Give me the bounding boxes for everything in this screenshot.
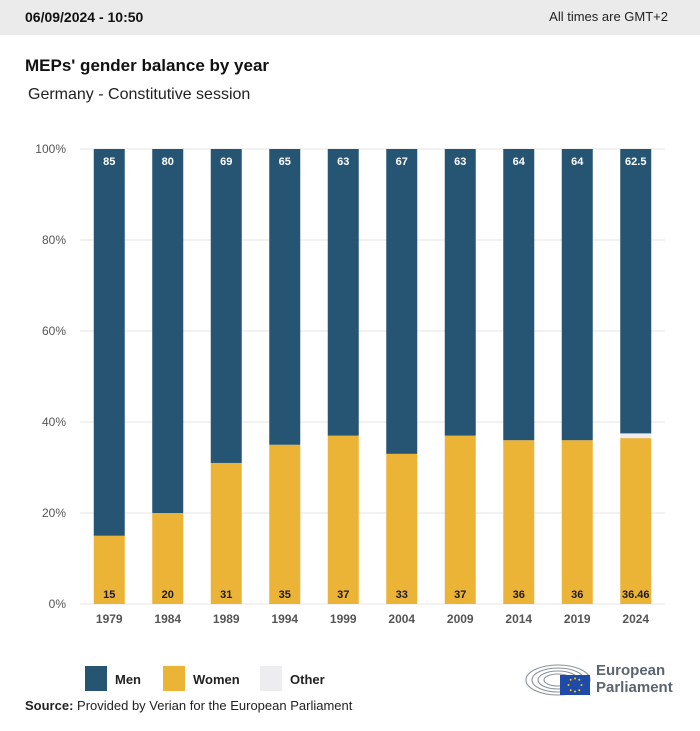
bar-other [620, 433, 652, 439]
bar-men [93, 149, 125, 536]
parliament-hemicycle-icon [525, 664, 591, 696]
legend-label-men: Men [115, 672, 141, 687]
x-tick-label: 1979 [96, 612, 123, 626]
data-label-men: 64 [571, 156, 584, 168]
bar-men [386, 149, 418, 454]
data-label-men: 62.5 [625, 156, 646, 168]
x-tick-label: 1989 [213, 612, 240, 626]
y-tick-label: 100% [35, 142, 66, 156]
datetime-label: 06/09/2024 - 10:50 [25, 9, 144, 25]
bar-women [561, 440, 593, 604]
chart-subtitle: Germany - Constitutive session [28, 86, 251, 103]
y-tick-label: 20% [42, 506, 66, 520]
y-tick-label: 40% [42, 415, 66, 429]
bar-women [327, 435, 359, 604]
logo-wordmark: European Parliament [596, 662, 673, 696]
bar-men [210, 149, 242, 463]
bar-women [269, 444, 301, 604]
legend-label-women: Women [193, 672, 240, 687]
data-label-men: 63 [454, 156, 466, 168]
data-label-men: 65 [279, 156, 291, 168]
bar-women [152, 513, 184, 604]
y-tick-label: 80% [42, 233, 66, 247]
data-label-women: 35 [279, 589, 291, 601]
bar-men [444, 149, 476, 436]
timezone-note: All times are GMT+2 [549, 9, 668, 24]
y-tick-label: 0% [49, 597, 67, 611]
data-label-women: 36 [513, 589, 525, 601]
logo-line-2: Parliament [596, 679, 673, 696]
x-tick-label: 2019 [564, 612, 591, 626]
bar-women [93, 535, 125, 604]
source-note: Source: Provided by Verian for the Europ… [25, 698, 352, 713]
bar-men [561, 149, 593, 441]
data-label-women: 37 [337, 589, 349, 601]
data-label-women: 37 [454, 589, 466, 601]
data-label-men: 85 [103, 156, 115, 168]
chart-title: MEPs' gender balance by year [25, 56, 270, 75]
bar-women [386, 453, 418, 604]
legend-swatch-women [163, 666, 185, 691]
bar-men [620, 149, 652, 434]
bar-women [620, 438, 652, 604]
bar-men [327, 149, 359, 436]
legend-swatch-men [85, 666, 107, 691]
x-tick-label: 2014 [505, 612, 532, 626]
x-tick-label: 1994 [271, 612, 298, 626]
data-label-men: 69 [220, 156, 232, 168]
data-label-men: 80 [162, 156, 174, 168]
logo-line-1: European [596, 662, 666, 679]
bar-men [152, 149, 184, 513]
data-label-women: 36 [571, 589, 583, 601]
data-label-men: 63 [337, 156, 349, 168]
bar-men [269, 149, 301, 445]
stacked-bar-chart: 0% 20% 40% 60% 80% 100% 85 15 1979 80 20 1984 69 31 19… [35, 142, 665, 626]
x-tick-label: 1984 [154, 612, 181, 626]
x-tick-label: 2004 [388, 612, 415, 626]
data-label-men: 64 [513, 156, 526, 168]
european-parliament-logo: European Parliament [524, 660, 684, 700]
x-tick-label: 1999 [330, 612, 357, 626]
bar-men [503, 149, 535, 441]
x-tick-label: 2009 [447, 612, 474, 626]
bar-women [210, 462, 242, 604]
data-label-women: 20 [162, 589, 174, 601]
data-label-women: 31 [220, 589, 232, 601]
legend-swatch-other [260, 666, 282, 691]
data-label-women: 15 [103, 589, 115, 601]
legend-label-other: Other [290, 672, 325, 687]
y-tick-label: 60% [42, 324, 66, 338]
bar-women [444, 435, 476, 604]
top-bar: 06/09/2024 - 10:50 All times are GMT+2 [0, 0, 700, 35]
source-text: Provided by Verian for the European Parl… [73, 698, 353, 713]
data-label-women: 33 [396, 589, 408, 601]
source-label: Source: [25, 698, 74, 713]
x-tick-label: 2024 [622, 612, 649, 626]
data-label-men: 67 [396, 156, 408, 168]
data-label-women: 36.46 [622, 589, 650, 601]
bar-women [503, 440, 535, 604]
